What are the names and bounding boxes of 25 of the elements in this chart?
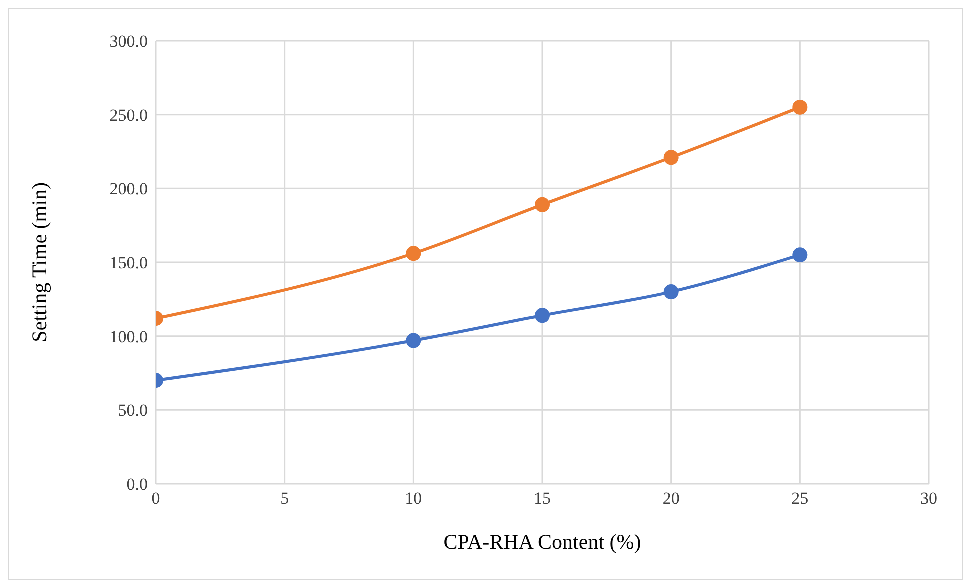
point bbox=[535, 197, 550, 212]
point bbox=[664, 150, 679, 166]
y-tick-label: 150.0 bbox=[110, 254, 148, 273]
y-tick-label: 50.0 bbox=[118, 401, 148, 420]
point bbox=[792, 100, 808, 115]
y-tick-label: 250.0 bbox=[110, 106, 148, 125]
x-axis-title: CPA-RHA Content (%) bbox=[444, 530, 642, 554]
x-tick-label: 5 bbox=[280, 489, 290, 508]
chart-frame: 0 5 10 15 20 25 30 CPA-RHA Content (%) 0.0 50.0 100.0 150.0 200.0 250.0 300.0 Setting Time (min) bbox=[8, 8, 963, 580]
x-tick-label: 20 bbox=[662, 489, 680, 508]
x-tick-label: 10 bbox=[405, 489, 422, 508]
point bbox=[792, 248, 808, 263]
x-tick-label: 15 bbox=[534, 489, 551, 508]
y-tick-label: 100.0 bbox=[110, 327, 148, 346]
y-tick-label: 300.0 bbox=[110, 32, 148, 52]
x-tick-label: 25 bbox=[792, 489, 809, 508]
point bbox=[535, 308, 550, 324]
x-tick-label: 0 bbox=[152, 489, 160, 508]
y-tick-label: 0.0 bbox=[126, 475, 148, 494]
point bbox=[406, 246, 422, 262]
y-tick-label: 200.0 bbox=[110, 180, 148, 199]
point bbox=[406, 333, 422, 348]
point bbox=[664, 284, 679, 300]
y-axis-title: Setting Time (min) bbox=[27, 182, 52, 342]
x-tick-label: 30 bbox=[920, 489, 938, 508]
